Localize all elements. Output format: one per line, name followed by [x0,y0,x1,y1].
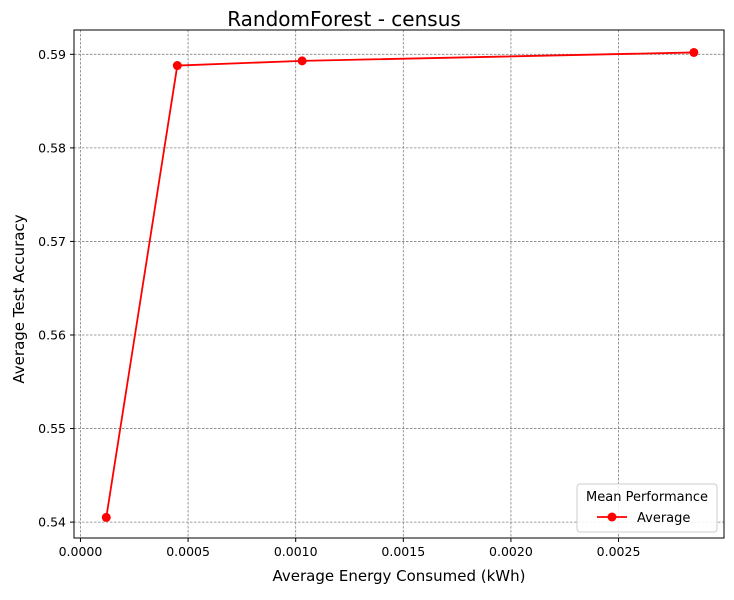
y-tick-label: 0.56 [38,327,66,342]
y-tick-label: 0.58 [38,140,66,155]
data-point [172,61,182,71]
y-axis: 0.54 0.55 0.56 0.57 0.58 0.59 [38,47,74,530]
chart-title: RandomForest - census [227,7,461,31]
y-tick-label: 0.57 [38,234,66,249]
plot-frame [73,29,725,539]
x-tick-label: 0.0015 [381,544,425,559]
legend-series-label: Average [637,511,690,526]
x-tick-label: 0.0005 [166,544,210,559]
x-tick-label: 0.0020 [489,544,533,559]
x-tick-label: 0.0000 [59,544,103,559]
x-tick-label: 0.0025 [597,544,641,559]
y-axis-label: Average Test Accuracy [10,214,28,383]
legend: Mean Performance Average [576,483,718,533]
x-axis: 0.0000 0.0005 0.0010 0.0015 0.0020 0.0025 [59,538,641,559]
data-point [689,47,699,57]
data-point [297,56,307,66]
legend-marker-swatch [607,512,617,522]
series-line [105,51,694,518]
x-axis-label: Average Energy Consumed (kWh) [273,567,526,585]
x-tick-label: 0.0010 [274,544,318,559]
series-layer [101,47,699,522]
y-tick-label: 0.59 [38,47,66,62]
data-point [101,512,111,522]
legend-title: Mean Performance [586,490,708,505]
y-tick-label: 0.54 [38,515,66,530]
y-tick-label: 0.55 [38,421,66,436]
